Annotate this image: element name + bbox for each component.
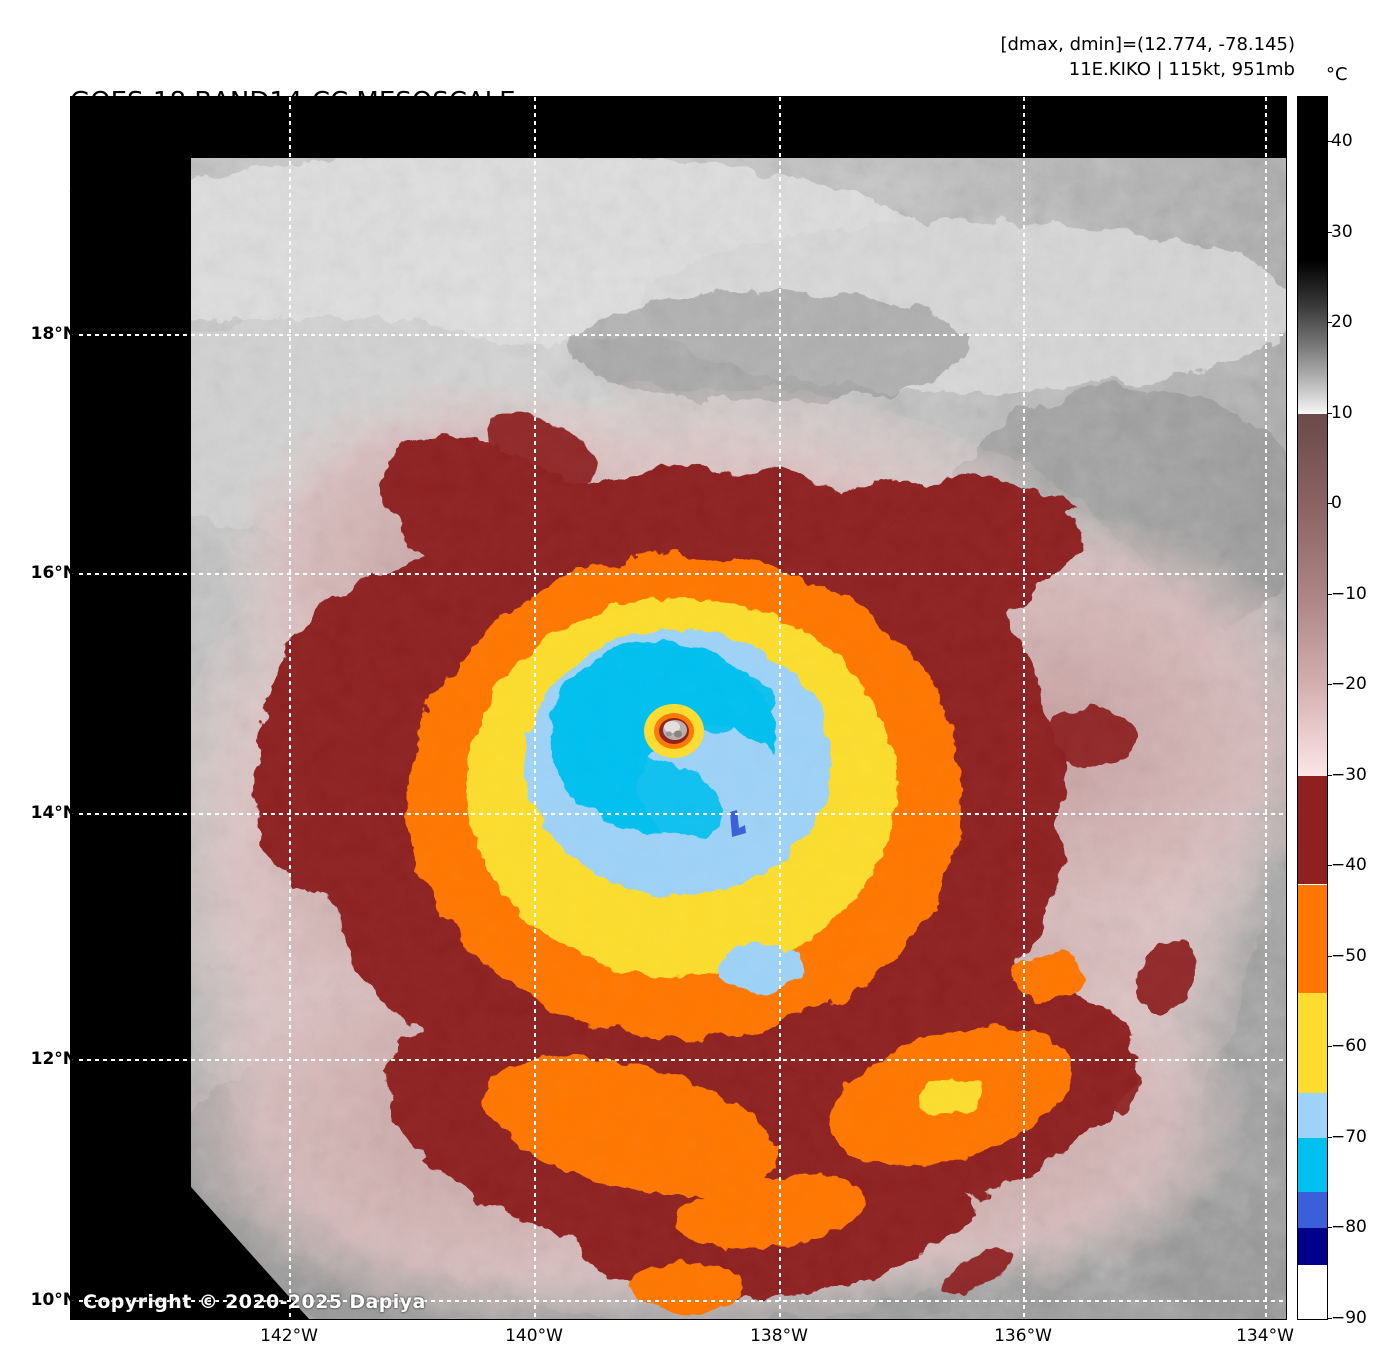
lat-tick-16n: 16°N [30,563,77,583]
colorbar-segment-mauve-ramp [1298,413,1327,776]
lon-tick-140w: 140°W [505,1326,563,1346]
colorbar-tickmark--80 [1327,1227,1332,1229]
storm-info-label: 11E.KIKO | 115kt, 951mb [1068,59,1295,80]
colorbar-segment-black-hot [1298,97,1327,260]
temperature-colorbar[interactable] [1297,96,1328,1320]
colorbar-tick--20: −20 [1331,674,1367,695]
colorbar-tick-0: 0 [1331,493,1342,514]
colorbar-segment-orange [1298,884,1327,994]
satellite-image-plot[interactable]: Copyright © 2020-2025 Dapiya [70,96,1287,1320]
metadata-block: [dmax, dmin]=(12.774, -78.145) 11E.KIKO … [1000,32,1295,82]
colorbar-tickmark--70 [1327,1136,1332,1138]
colorbar-tickmark--20 [1327,684,1332,686]
colorbar-tick-40: 40 [1331,131,1353,152]
colorbar-tickmark-20 [1327,322,1332,324]
colorbar-tickmark-40 [1327,141,1332,143]
colorbar-tick--70: −70 [1331,1126,1367,1147]
lon-tick-142w: 142°W [260,1326,318,1346]
colorbar-segment-blue [1298,1192,1327,1229]
lon-tick-134w: 134°W [1236,1326,1294,1346]
colorbar-tickmark--40 [1327,865,1332,867]
colorbar-segment-grey-ramp [1298,259,1327,414]
colorbar-tick-10: 10 [1331,402,1353,423]
colorbar-tick--60: −60 [1331,1036,1367,1057]
colorbar-segment-dark-red [1298,775,1327,885]
colorbar-tick--90: −90 [1331,1308,1367,1328]
lon-tick-136w: 136°W [994,1326,1052,1346]
colorbar-tick-30: 30 [1331,221,1353,242]
colorbar-tickmark-30 [1327,231,1332,233]
colorbar-segment-cyan [1298,1137,1327,1193]
colorbar-tickmark-10 [1327,412,1332,414]
lon-tick-138w: 138°W [750,1326,808,1346]
colorbar-tick--10: −10 [1331,583,1367,604]
lat-tick-12n: 12°N [30,1049,77,1069]
colorbar-tick--30: −30 [1331,764,1367,785]
colorbar-tickmark--60 [1327,1046,1332,1048]
copyright-notice: Copyright © 2020-2025 Dapiya [83,1291,426,1313]
satellite-imagery [71,97,1286,1319]
colorbar-unit-label: °C [1326,64,1348,85]
colorbar-segment-white-coldest [1298,1264,1327,1319]
lat-tick-10n: 10°N [30,1290,77,1310]
colorbar-tickmark-0 [1327,503,1332,505]
dmax-dmin-label: [dmax, dmin]=(12.774, -78.145) [1000,34,1295,55]
colorbar-segment-yellow [1298,993,1327,1093]
off-sector-mask [71,97,1286,1319]
colorbar-tickmark--30 [1327,774,1332,776]
colorbar-tickmark--90 [1327,1318,1332,1319]
lat-tick-14n: 14°N [30,803,77,823]
colorbar-segment-light-blue [1298,1092,1327,1138]
colorbar-tick--80: −80 [1331,1217,1367,1238]
colorbar-tick-20: 20 [1331,312,1353,333]
colorbar-segment-navy [1298,1228,1327,1265]
colorbar-tick--40: −40 [1331,855,1367,876]
colorbar-tick--50: −50 [1331,945,1367,966]
colorbar-tickmark--10 [1327,593,1332,595]
lat-tick-18n: 18°N [30,324,77,344]
colorbar-tickmark--50 [1327,955,1332,957]
